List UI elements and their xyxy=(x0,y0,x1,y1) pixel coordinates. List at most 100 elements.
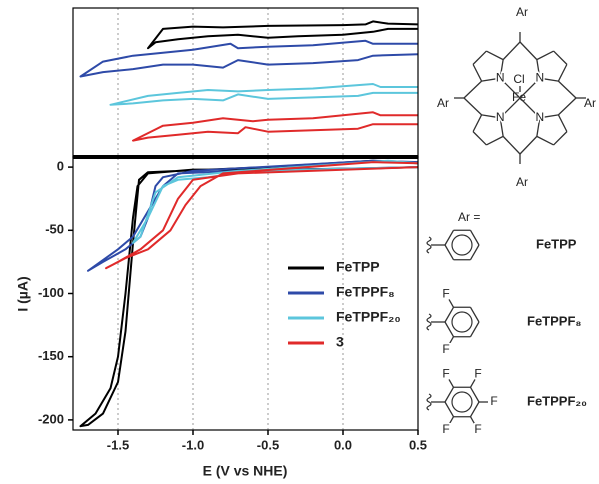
bond xyxy=(444,306,455,323)
bond xyxy=(557,64,568,82)
f-label: F xyxy=(442,286,449,300)
bond xyxy=(463,97,483,116)
bond xyxy=(472,50,487,65)
ar-label: Ar xyxy=(516,175,528,189)
bond xyxy=(469,401,480,418)
bond xyxy=(553,131,568,146)
x-tick-label: -0.5 xyxy=(257,437,279,452)
coordination-bond xyxy=(519,97,541,119)
cv-curve xyxy=(147,20,419,50)
bond xyxy=(469,321,480,338)
bond xyxy=(519,135,538,155)
plot: 0-50-100-150-200-1.5 -1.0 -0.5 0.0 0.5FeTPPF… xyxy=(38,7,427,452)
n-label: N xyxy=(535,110,544,124)
x-tick-label: 0.5 xyxy=(409,437,427,452)
cv-curve xyxy=(87,159,419,272)
cv-curve xyxy=(105,161,419,270)
inset-frame xyxy=(72,7,419,158)
bond xyxy=(469,306,480,323)
f-label: F xyxy=(442,366,449,380)
bond xyxy=(536,135,554,146)
substituent-name: FeTPPF₂₀ xyxy=(527,393,587,408)
bond xyxy=(469,379,476,388)
bond xyxy=(536,50,554,61)
ar-equals: Ar = xyxy=(458,210,480,224)
x-axis-label: E (V vs NHE) xyxy=(203,463,288,479)
coordination-bond xyxy=(499,97,521,119)
bond xyxy=(472,64,483,82)
n-label: N xyxy=(535,70,544,84)
legend-label: 3 xyxy=(336,334,344,350)
bond xyxy=(553,50,568,65)
bond xyxy=(444,321,455,338)
n-label: N xyxy=(496,70,505,84)
y-tick-label: -150 xyxy=(38,348,64,363)
cv-curve xyxy=(132,111,418,142)
bond xyxy=(444,244,455,261)
legend-label: FeTPP xyxy=(336,259,380,275)
bond xyxy=(469,386,480,403)
bond xyxy=(444,229,455,246)
aromatic-ring xyxy=(451,391,473,413)
x-tick-label: -1.5 xyxy=(107,437,129,452)
bond xyxy=(481,77,501,82)
y-tick-label: -100 xyxy=(38,285,64,300)
bond xyxy=(481,114,501,119)
f-label: F xyxy=(442,422,449,436)
f-label: F xyxy=(474,422,481,436)
legend-label: FeTPPF₂₀ xyxy=(336,309,401,325)
wavy-bond xyxy=(426,236,432,254)
y-tick-label: -50 xyxy=(45,222,64,237)
ar-label: Ar xyxy=(437,96,449,110)
cv-curve xyxy=(79,39,419,78)
cv-curve xyxy=(109,83,418,106)
y-axis-label: I (µA) xyxy=(15,276,31,311)
bond xyxy=(539,114,559,119)
x-tick-label: 0.0 xyxy=(334,437,352,452)
bond xyxy=(469,229,480,246)
bond xyxy=(499,59,504,79)
bond xyxy=(557,80,577,99)
bond xyxy=(486,50,504,61)
bond xyxy=(448,336,455,345)
bond xyxy=(486,135,504,146)
wavy-bond xyxy=(426,393,432,411)
legend-label: FeTPPF₈ xyxy=(336,284,395,300)
cv-curve xyxy=(79,159,419,428)
ar-label: Ar xyxy=(516,5,528,19)
bond xyxy=(448,416,455,425)
bond xyxy=(472,131,487,146)
bond xyxy=(444,386,455,403)
bond xyxy=(557,97,577,116)
y-tick-label: 0 xyxy=(57,159,64,174)
bond xyxy=(472,114,483,132)
coordination-bond xyxy=(499,77,521,99)
aromatic-ring xyxy=(451,234,473,256)
bond xyxy=(448,379,455,388)
bond xyxy=(519,41,538,61)
bond xyxy=(502,41,521,61)
bond xyxy=(536,117,541,137)
aromatic-ring xyxy=(451,311,473,333)
bond xyxy=(557,114,568,132)
ar-label: Ar xyxy=(584,96,596,110)
f-label: F xyxy=(442,342,449,356)
x-tick-label: -1.0 xyxy=(182,437,204,452)
n-label: N xyxy=(496,110,505,124)
bond xyxy=(463,80,483,99)
bond xyxy=(469,416,476,425)
cl-label: Cl xyxy=(513,72,524,86)
bond xyxy=(469,244,480,261)
bond xyxy=(499,117,504,137)
wavy-bond xyxy=(426,313,432,331)
substituent-name: FeTPPF₈ xyxy=(527,313,581,328)
bond xyxy=(536,59,541,79)
bond xyxy=(444,401,455,418)
bond xyxy=(539,77,559,82)
structure: Ar Ar Ar Ar Cl Fe Ar = FeTPP FeTPPF₈ FeT… xyxy=(426,4,598,437)
coordination-bond xyxy=(519,77,541,99)
f-label: F xyxy=(474,366,481,380)
substituent-name: FeTPP xyxy=(536,236,577,251)
f-label: F xyxy=(490,394,497,408)
